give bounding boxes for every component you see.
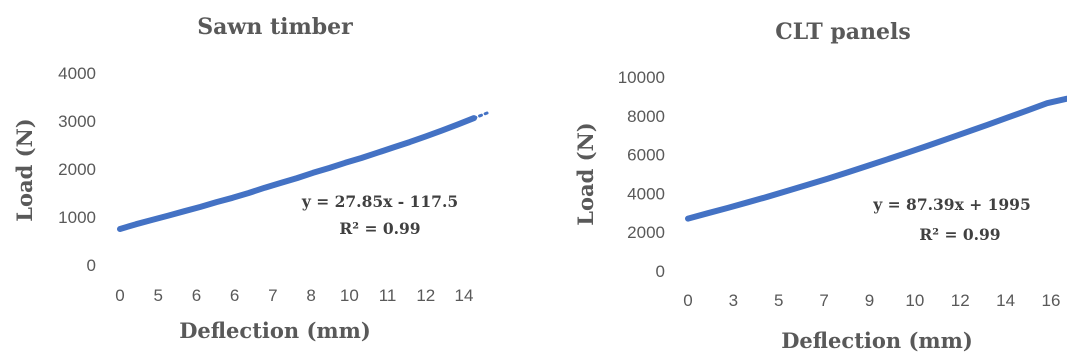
y-axis-label: Load (N) (573, 122, 598, 225)
y-axis-label: Load (N) (12, 118, 37, 221)
plot-area (685, 95, 1067, 222)
y-tick-labels: 0 1000 2000 3000 4000 (58, 64, 96, 275)
x-tick-label: 8 (306, 286, 315, 305)
y-tick-label: 6000 (627, 146, 665, 165)
y-tick-label: 2000 (58, 160, 96, 179)
x-tick-label: 5 (153, 286, 162, 305)
trendline-equation: y = 87.39x + 1995 (872, 195, 1030, 214)
chart-clt-panels: CLT panels Deflection (mm) Load (N) 0 200… (573, 19, 1067, 353)
series-line (685, 95, 1067, 222)
trendline-equation: y = 27.85x - 117.5 (301, 192, 458, 211)
y-tick-label: 4000 (58, 64, 96, 83)
x-tick-label: 14 (996, 291, 1015, 310)
y-tick-label: 4000 (627, 184, 665, 203)
x-tick-label: 6 (230, 286, 239, 305)
chart-title: CLT panels (775, 19, 911, 45)
y-tick-label: 1000 (58, 208, 96, 227)
x-axis-label: Deflection (mm) (781, 328, 973, 353)
y-tick-label: 0 (656, 262, 665, 281)
x-tick-label: 9 (865, 291, 874, 310)
x-tick-label: 12 (416, 286, 435, 305)
x-tick-label: 12 (951, 291, 970, 310)
x-tick-label: 7 (268, 286, 277, 305)
y-tick-label: 8000 (627, 107, 665, 126)
x-tick-label: 7 (819, 291, 828, 310)
x-tick-labels: 0 3 5 7 9 10 12 14 16 (683, 291, 1060, 310)
y-tick-label: 2000 (627, 223, 665, 242)
x-tick-label: 0 (683, 291, 692, 310)
y-tick-label: 3000 (58, 112, 96, 131)
x-tick-label: 0 (115, 286, 124, 305)
x-tick-label: 5 (774, 291, 783, 310)
x-tick-label: 6 (192, 286, 201, 305)
y-tick-labels: 0 2000 4000 6000 8000 10000 (618, 68, 665, 281)
plot-area (117, 110, 492, 232)
y-tick-label: 10000 (618, 68, 665, 87)
x-tick-label: 11 (379, 286, 397, 305)
x-tick-label: 3 (729, 291, 738, 310)
x-tick-label: 10 (340, 286, 359, 305)
y-tick-label: 0 (87, 256, 96, 275)
x-tick-label: 16 (1042, 291, 1061, 310)
r-squared-label: R² = 0.99 (339, 219, 420, 238)
x-axis-label: Deflection (mm) (179, 318, 371, 343)
series-line (117, 115, 477, 232)
x-tick-label: 14 (455, 286, 474, 305)
x-tick-labels: 0 5 6 6 7 8 10 11 12 14 (115, 286, 473, 305)
r-squared-label: R² = 0.99 (919, 225, 1000, 244)
x-tick-label: 10 (905, 291, 924, 310)
chart-title: Sawn timber (197, 14, 353, 40)
chart-sawn-timber: Sawn timber Deflection (mm) Load (N) 0 10… (12, 14, 492, 343)
